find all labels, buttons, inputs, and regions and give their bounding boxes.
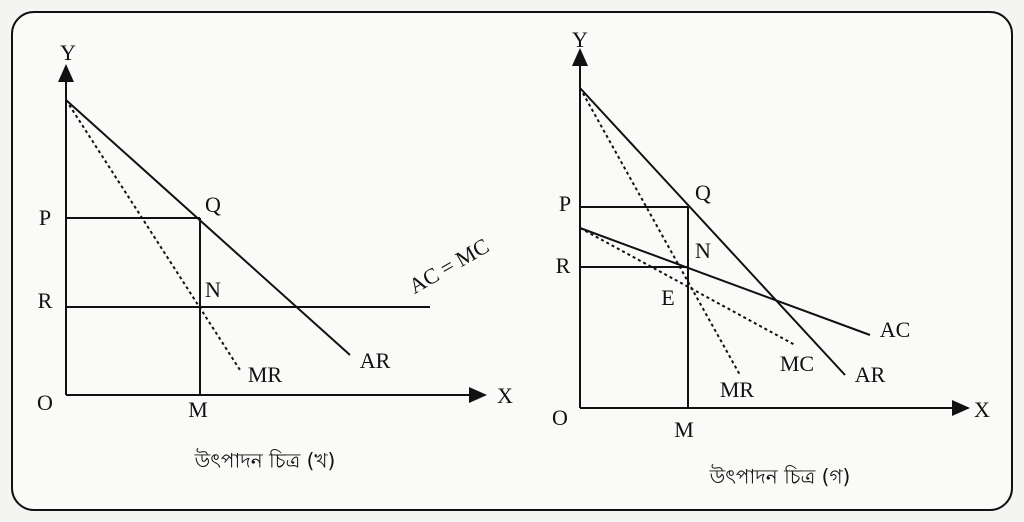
ar-line <box>579 87 846 376</box>
frame <box>11 11 1013 511</box>
point-label: E <box>661 285 674 310</box>
axis-label: X <box>974 397 990 422</box>
curve-label: AR <box>360 348 391 373</box>
point-label: Q <box>695 180 711 205</box>
curve-label: MR <box>720 377 755 402</box>
curve-label: AR <box>855 362 886 387</box>
caption: উৎপাদন চিত্র (খ) <box>194 449 336 473</box>
point-label: R <box>38 288 53 313</box>
ar-line <box>65 99 351 356</box>
panel-left: Y X O P R Q N M MR AR AC = MC উৎপাদন চিত… <box>37 40 513 472</box>
point-label: N <box>695 238 711 263</box>
axis-label: Y <box>572 27 588 52</box>
point-label: M <box>674 417 694 442</box>
curve-label: MC <box>780 351 814 376</box>
panel-right: Y X O P R Q N E M MR MC AR AC উৎপাদন চিত… <box>552 27 990 488</box>
point-label: M <box>188 397 208 422</box>
axis-label: Y <box>60 40 76 65</box>
point-label: Q <box>205 192 221 217</box>
point-label: R <box>556 253 571 278</box>
mc-line <box>579 227 796 346</box>
mr-line <box>579 87 741 376</box>
axis-label: X <box>497 383 513 408</box>
caption: উৎপাদন চিত্র (গ) <box>709 465 851 489</box>
ac-line <box>579 227 871 336</box>
axis-label: O <box>552 405 568 430</box>
point-label: N <box>205 277 221 302</box>
curve-label: AC <box>880 317 911 342</box>
point-label: P <box>559 191 571 216</box>
axis-label: O <box>37 390 53 415</box>
curve-label: MR <box>248 362 283 387</box>
point-label: P <box>39 205 51 230</box>
